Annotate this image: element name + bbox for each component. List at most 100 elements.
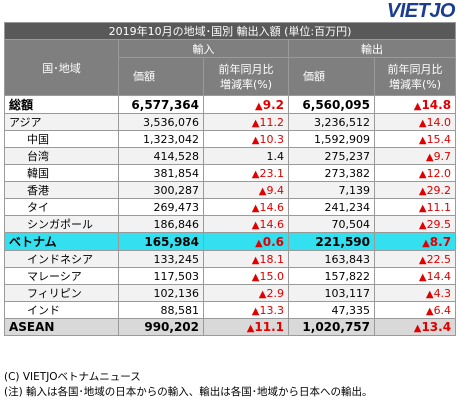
region-name: インドネシア (4, 250, 119, 268)
footnotes: (C) VIETJOベトナムニュース (注) 輸入は各国･地域の日本からの輸入、… (4, 370, 373, 400)
explanation-note: (注) 輸入は各国･地域の日本からの輸入、輸出は各国･地域から日本への輸出。 (4, 386, 373, 398)
import-value: 88,581 (118, 301, 204, 319)
export-value: 3,236,512 (288, 113, 375, 131)
table-row: 台湾 414,528 1.4 275,237 ▲9.7 (4, 147, 457, 165)
decrease-triangle-icon: ▲ (425, 305, 434, 317)
import-value: 117,503 (118, 267, 204, 285)
import-change: 1.4 (203, 147, 289, 165)
import-value: 186,846 (118, 215, 204, 233)
export-value: 157,822 (288, 267, 375, 285)
table-row: インド 88,581 ▲13.3 47,335 ▲6.4 (4, 301, 457, 319)
decrease-triangle-icon: ▲ (418, 134, 427, 146)
decrease-triangle-icon: ▲ (425, 151, 434, 163)
decrease-triangle-icon: ▲ (425, 288, 434, 300)
region-name: アジア (4, 113, 119, 131)
decrease-triangle-icon: ▲ (418, 254, 427, 266)
table-title: 2019年10月の地域･国別 輸出入額 (単位:百万円) (3, 22, 457, 40)
export-value: 241,234 (288, 198, 375, 216)
region-name: ASEAN (4, 318, 119, 336)
export-value-header: 価額 (288, 57, 375, 96)
import-value-header: 価額 (118, 57, 204, 96)
decrease-triangle-icon: ▲ (251, 219, 260, 231)
export-change: ▲14.0 (373, 113, 457, 131)
export-value: 47,335 (288, 301, 375, 319)
decrease-triangle-icon: ▲ (251, 271, 260, 283)
import-change: ▲15.0 (203, 267, 289, 285)
import-change: ▲2.9 (203, 284, 289, 302)
import-change: ▲9.2 (203, 95, 289, 114)
import-value: 133,245 (118, 250, 204, 268)
table-row: 総額 6,577,364 ▲9.2 6,560,095 ▲14.8 (4, 95, 457, 114)
table-row: フィリピン 102,136 ▲2.9 103,117 ▲4.3 (4, 284, 457, 302)
vietjo-logo: VIETJO (386, 0, 456, 22)
table-row: 中国 1,323,042 ▲10.3 1,592,909 ▲15.4 (4, 130, 457, 148)
import-value: 300,287 (118, 181, 204, 199)
export-value: 7,139 (288, 181, 375, 199)
import-value: 6,577,364 (118, 95, 204, 114)
table-row: アジア 3,536,076 ▲11.2 3,236,512 ▲14.0 (4, 113, 457, 131)
import-change: ▲14.6 (203, 215, 289, 233)
table-row: マレーシア 117,503 ▲15.0 157,822 ▲14.4 (4, 267, 457, 285)
decrease-triangle-icon: ▲ (251, 254, 260, 266)
export-change-header: 前年同月比 増減率(%) (373, 57, 457, 96)
decrease-triangle-icon: ▲ (258, 288, 267, 300)
decrease-triangle-icon: ▲ (422, 237, 430, 249)
export-header: 輸出 (287, 39, 457, 58)
export-change: ▲12.0 (373, 164, 457, 182)
import-change: ▲10.3 (203, 130, 289, 148)
region-name: 総額 (4, 95, 119, 114)
export-value: 70,504 (288, 215, 375, 233)
export-value: 163,843 (288, 250, 375, 268)
export-change: ▲6.4 (373, 301, 457, 319)
region-name: フィリピン (4, 284, 119, 302)
decrease-triangle-icon: ▲ (413, 100, 422, 112)
import-value: 1,323,042 (118, 130, 204, 148)
region-name: 香港 (4, 181, 119, 199)
export-change: ▲22.5 (373, 250, 457, 268)
decrease-triangle-icon: ▲ (418, 271, 427, 283)
export-change: ▲14.4 (373, 267, 457, 285)
decrease-triangle-icon: ▲ (418, 185, 427, 197)
decrease-triangle-icon: ▲ (418, 117, 427, 129)
import-value: 381,854 (118, 164, 204, 182)
decrease-triangle-icon: ▲ (251, 305, 260, 317)
region-name: タイ (4, 198, 119, 216)
region-name: シンガポール (4, 215, 119, 233)
decrease-triangle-icon: ▲ (418, 219, 427, 231)
decrease-triangle-icon: ▲ (251, 134, 260, 146)
decrease-triangle-icon: ▲ (418, 168, 427, 180)
export-value: 275,237 (288, 147, 375, 165)
region-name: 台湾 (4, 147, 119, 165)
import-value: 269,473 (118, 198, 204, 216)
table-row: 韓国 381,854 ▲23.1 273,382 ▲12.0 (4, 164, 457, 182)
import-change: ▲11.2 (203, 113, 289, 131)
table-row: 香港 300,287 ▲9.4 7,139 ▲29.2 (4, 181, 457, 199)
import-value: 165,984 (118, 232, 204, 251)
export-value: 1,592,909 (288, 130, 375, 148)
trade-table: 2019年10月の地域･国別 輸出入額 (単位:百万円) 国･地域 輸入 輸出 … (3, 22, 457, 336)
import-value: 3,536,076 (118, 113, 204, 131)
import-value: 102,136 (118, 284, 204, 302)
decrease-triangle-icon: ▲ (255, 237, 263, 249)
import-change: ▲13.3 (203, 301, 289, 319)
export-change: ▲8.7 (373, 232, 457, 251)
export-change: ▲13.4 (373, 318, 457, 336)
import-change: ▲11.1 (203, 318, 289, 336)
region-name: マレーシア (4, 267, 119, 285)
region-name: インド (4, 301, 119, 319)
export-value: 273,382 (288, 164, 375, 182)
region-name: 韓国 (4, 164, 119, 182)
export-value: 1,020,757 (288, 318, 375, 336)
table-row: シンガポール 186,846 ▲14.6 70,504 ▲29.5 (4, 215, 457, 233)
table-row: タイ 269,473 ▲14.6 241,234 ▲11.1 (4, 198, 457, 216)
export-change: ▲9.7 (373, 147, 457, 165)
import-change: ▲14.6 (203, 198, 289, 216)
decrease-triangle-icon: ▲ (418, 202, 427, 214)
decrease-triangle-icon: ▲ (251, 117, 260, 129)
export-change: ▲14.8 (373, 95, 457, 114)
region-name: ベトナム (4, 232, 119, 251)
export-change: ▲11.1 (373, 198, 457, 216)
table-row: ASEAN 990,202 ▲11.1 1,020,757 ▲13.4 (4, 318, 457, 336)
export-change: ▲15.4 (373, 130, 457, 148)
import-change: ▲23.1 (203, 164, 289, 182)
